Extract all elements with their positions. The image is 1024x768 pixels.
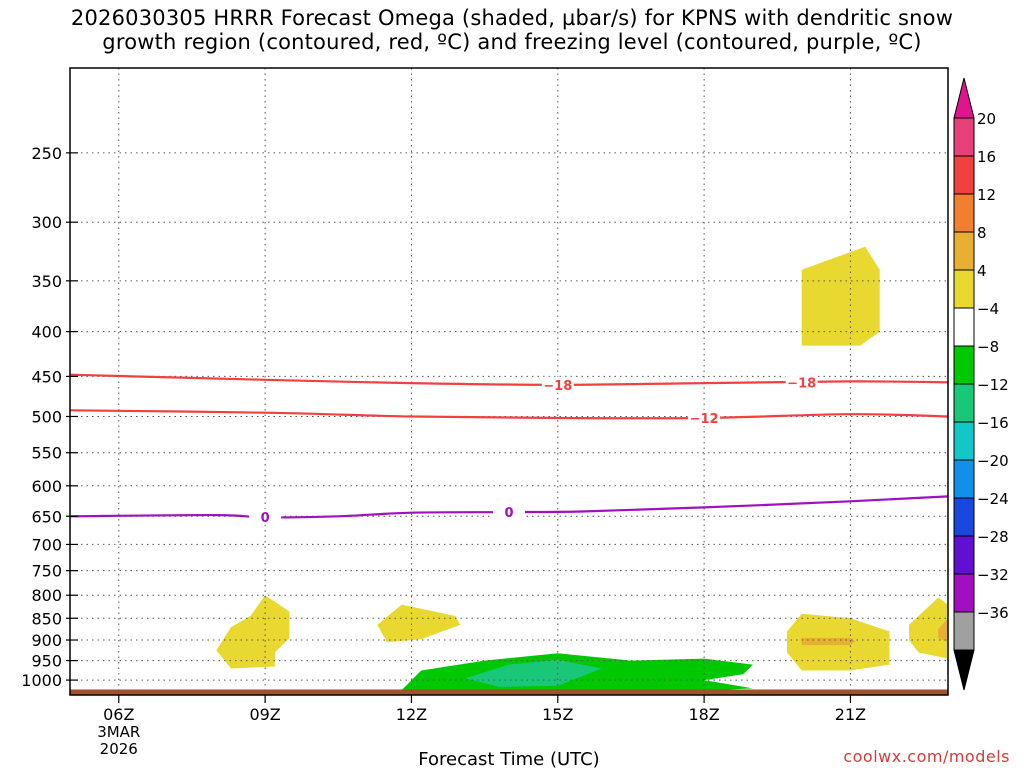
x-tick-label-18Z: 18Z xyxy=(688,705,719,724)
contour-freezing-level xyxy=(69,495,949,519)
colorbar-label-8: −16 xyxy=(977,414,1009,432)
y-tick-label-750: 750 xyxy=(31,562,62,581)
contour-lines: −18 −18 −12 0 0 xyxy=(69,373,949,526)
chart-title: 2026030305 HRRR Forecast Omega (shaded, … xyxy=(0,6,1024,54)
contour-label-freezing-level-1: 0 xyxy=(504,506,513,521)
plot-frame xyxy=(69,67,949,696)
contour-label-bg-dgz-minus-18-0 xyxy=(541,376,574,393)
contour-dgz-minus-12 xyxy=(69,409,949,420)
y-tick-label-900: 900 xyxy=(31,631,62,650)
contour-label-bg-freezing-level-1 xyxy=(493,504,525,521)
colorbar-label-0: 20 xyxy=(977,110,996,128)
colorbar-swatch-12 xyxy=(953,573,975,613)
x-tick-label-15Z: 15Z xyxy=(542,705,573,724)
contour-label-bg-dgz-minus-18-1 xyxy=(785,374,818,391)
y-tick-label-1000: 1000 xyxy=(21,671,62,690)
colorbar-label-7: −12 xyxy=(977,376,1009,394)
colorbar-label-12: −32 xyxy=(977,566,1009,584)
y-tick-label-600: 600 xyxy=(31,477,62,496)
y-tick-label-800: 800 xyxy=(31,586,62,605)
colorbar-swatch-11 xyxy=(953,535,975,575)
omega-region-rising-4-8-a xyxy=(801,246,880,346)
colorbar-swatch-6 xyxy=(953,345,975,385)
colorbar-swatch-2 xyxy=(953,193,975,233)
omega-region-rising-8-12-b xyxy=(938,618,948,643)
colorbar-label-4: 4 xyxy=(977,262,987,280)
y-tick-label-700: 700 xyxy=(31,535,62,554)
y-axis: 250 300 350 400 450 500 550 600 650 700 750 800 850 9… xyxy=(21,144,78,690)
y-tick-label-550: 550 xyxy=(31,444,62,463)
date-label-0: 3MAR xyxy=(97,723,140,741)
colorbar-swatch-4 xyxy=(953,269,975,309)
contour-label-bg-freezing-level-0 xyxy=(249,508,282,525)
colorbar-label-2: 12 xyxy=(977,186,996,204)
contour-label-dgz-minus-12-0: −12 xyxy=(690,412,719,427)
colorbar-label-11: −28 xyxy=(977,528,1009,546)
x-tick-label-21Z: 21Z xyxy=(835,705,866,724)
title-line-2: growth region (contoured, red, ºC) and f… xyxy=(102,30,922,54)
colorbar-over-arrow xyxy=(953,77,975,119)
x-tick-label-06Z: 06Z xyxy=(103,705,134,724)
colorbar-swatch-1 xyxy=(953,155,975,195)
x-axis-title: Forecast Time (UTC) xyxy=(418,749,599,768)
y-tick-label-650: 650 xyxy=(31,507,62,526)
y-tick-label-500: 500 xyxy=(31,407,62,426)
colorbar-under-arrow xyxy=(953,649,975,691)
colorbar: 20 16 12 8 4 −4 −8 −12 −16 −20 −24 −28 −32 −36 xyxy=(953,77,1009,691)
colorbar-label-6: −8 xyxy=(977,338,999,356)
colorbar-label-10: −24 xyxy=(977,490,1009,508)
terrain-layer xyxy=(70,689,948,695)
y-tick-label-250: 250 xyxy=(31,144,62,163)
contour-label-bg-dgz-minus-12-0 xyxy=(688,409,721,426)
x-tick-label-09Z: 09Z xyxy=(249,705,280,724)
omega-region-rising-8-12 xyxy=(801,637,856,646)
colorbar-label-5: −4 xyxy=(977,300,999,318)
colorbar-swatch-8 xyxy=(953,421,975,461)
title-line-1: 2026030305 HRRR Forecast Omega (shaded, … xyxy=(70,6,954,30)
y-tick-label-350: 350 xyxy=(31,272,62,291)
y-tick-label-850: 850 xyxy=(31,609,62,628)
colorbar-swatch-10 xyxy=(953,497,975,537)
colorbar-label-13: −36 xyxy=(977,604,1009,622)
colorbar-swatch-9 xyxy=(953,459,975,499)
y-tick-label-300: 300 xyxy=(31,213,62,232)
date-label-1: 2026 xyxy=(100,740,138,758)
colorbar-swatch-3 xyxy=(953,231,975,271)
y-tick-label-950: 950 xyxy=(31,652,62,671)
colorbar-label-9: −20 xyxy=(977,452,1009,470)
colorbar-swatch-13 xyxy=(953,611,975,651)
y-tick-label-400: 400 xyxy=(31,323,62,342)
colorbar-swatch-5 xyxy=(953,307,975,347)
colorbar-swatch-0 xyxy=(953,117,975,157)
omega-region-rising-4-8-b xyxy=(216,595,290,669)
omega-region-rising-4-8-e xyxy=(909,597,948,659)
colorbar-label-3: 8 xyxy=(977,224,987,242)
contour-label-freezing-level-0: 0 xyxy=(261,511,270,526)
terrain-strip xyxy=(70,689,948,695)
y-tick-label-450: 450 xyxy=(31,367,62,386)
watermark: coolwx.com/models xyxy=(843,747,1010,766)
contour-label-dgz-minus-18-1: −18 xyxy=(787,376,816,391)
colorbar-label-1: 16 xyxy=(977,148,996,166)
omega-shading xyxy=(216,246,948,695)
x-tick-label-12Z: 12Z xyxy=(396,705,427,724)
omega-region-rising-4-8-c xyxy=(377,604,461,643)
colorbar-swatch-7 xyxy=(953,383,975,423)
contour-label-dgz-minus-18-0: −18 xyxy=(543,379,572,394)
